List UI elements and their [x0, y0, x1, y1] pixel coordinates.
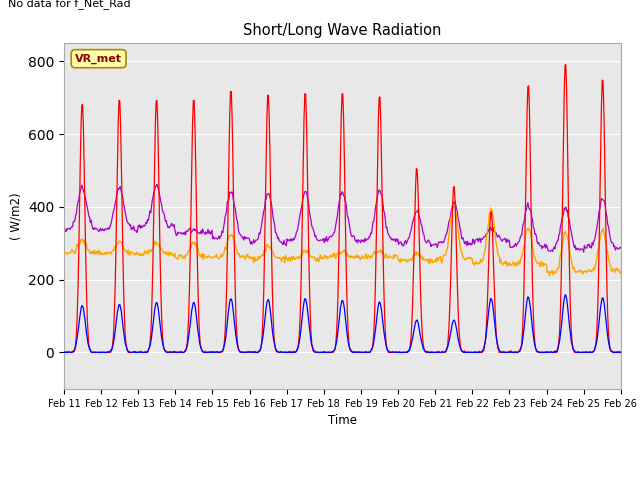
- Y-axis label: ( W/m2): ( W/m2): [10, 192, 22, 240]
- Text: No data for f_Net_Rad: No data for f_Net_Rad: [8, 0, 131, 9]
- Title: Short/Long Wave Radiation: Short/Long Wave Radiation: [243, 23, 442, 38]
- Text: VR_met: VR_met: [75, 54, 122, 64]
- X-axis label: Time: Time: [328, 414, 357, 427]
